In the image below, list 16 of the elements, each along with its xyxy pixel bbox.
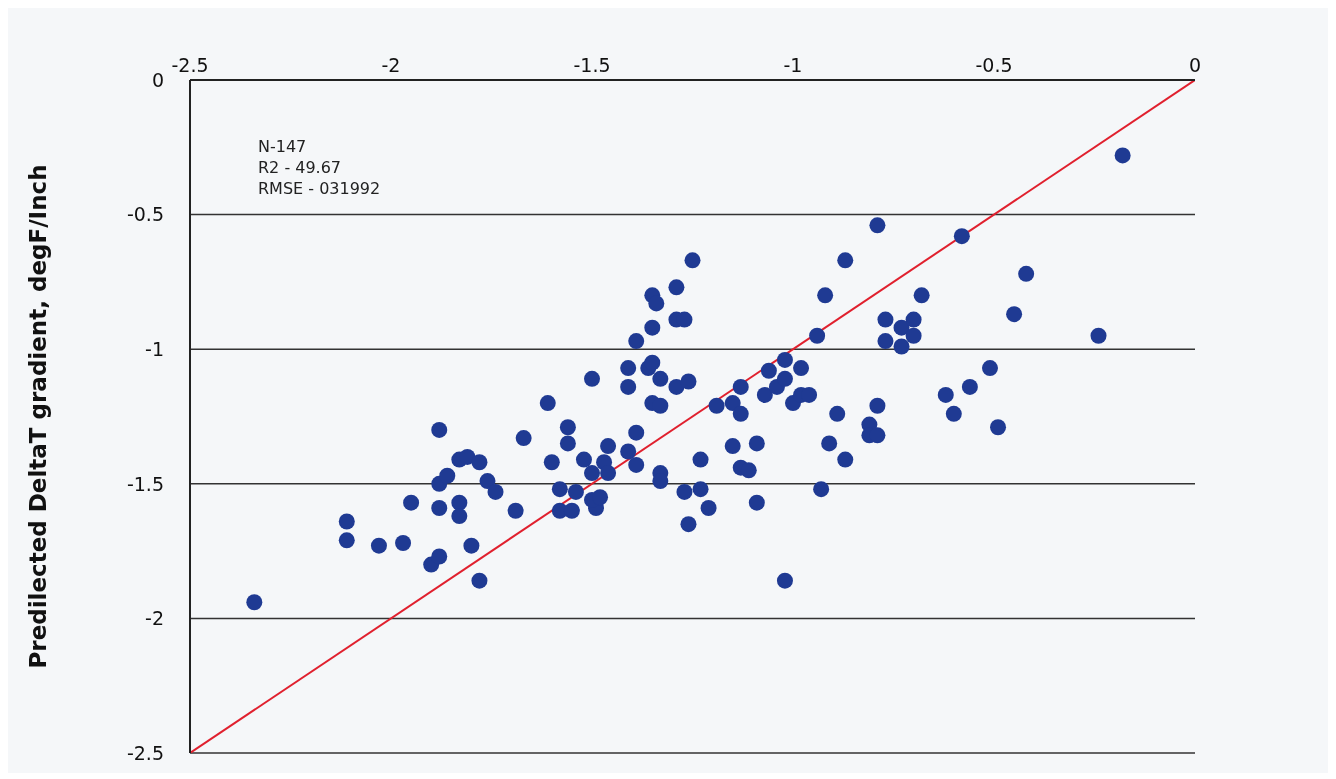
- x-tick-label: -2.5: [171, 54, 209, 76]
- x-tick-label: 0: [1188, 54, 1202, 76]
- x-tick-label: -1: [783, 54, 803, 76]
- x-tick-label: -0.5: [975, 54, 1013, 76]
- y-tick-label: -2.5: [126, 741, 164, 764]
- y-tick-label: -2: [145, 607, 164, 630]
- y-tick-label: -1.5: [126, 472, 164, 495]
- y-tick-label: -1: [145, 337, 164, 360]
- x-tick-label: -2: [381, 54, 401, 76]
- annotation: N-147: [258, 136, 308, 157]
- annotation: RMSE - 031992: [258, 178, 381, 199]
- annotation: R2 - 49.67: [258, 157, 343, 178]
- y-tick-label: -0.5: [126, 203, 164, 226]
- y-axis-title: Predilected DeltaT gradient, degF/Inch: [25, 164, 52, 669]
- y-tick-label: 0: [151, 68, 164, 91]
- x-tick-label: -1.5: [573, 54, 611, 76]
